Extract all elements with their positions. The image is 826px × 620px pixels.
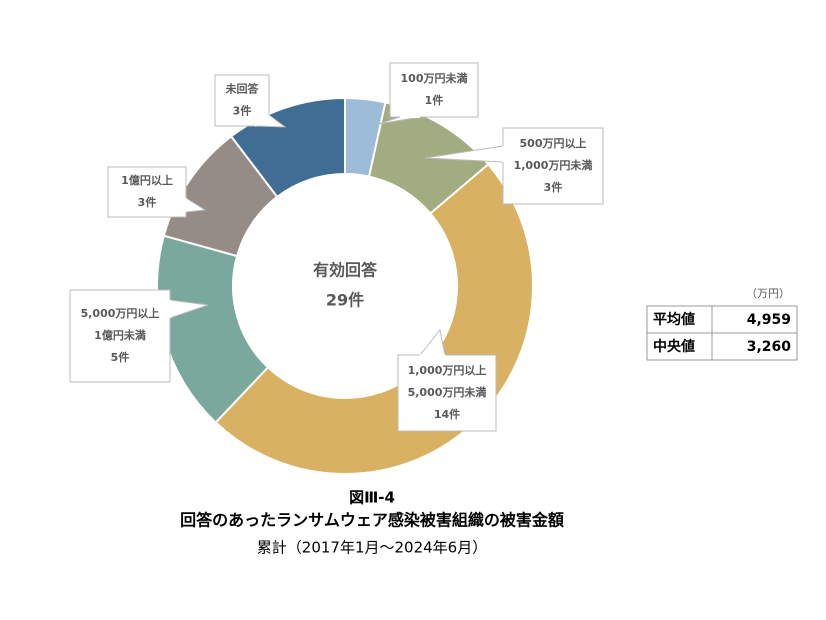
summary-table <box>646 305 798 361</box>
category-label: 1億円未満 <box>94 328 146 342</box>
callout: 1億円以上 3件 <box>107 166 207 218</box>
callout-box <box>214 74 270 127</box>
figure-number: 図Ⅲ-4 <box>349 489 395 507</box>
callout-box <box>397 354 497 432</box>
category-label: 5,000万円以上 <box>81 306 160 320</box>
callout-pointer-cover <box>254 114 270 127</box>
callout-box <box>107 166 187 218</box>
category-label: 500万円以上 <box>520 136 587 150</box>
callout-box <box>502 127 604 205</box>
data-label: 14件 <box>434 407 460 421</box>
callout-box <box>69 289 171 383</box>
chart-title: 回答のあったランサムウェア感染被害組織の被害金額 <box>180 511 564 530</box>
callout: 100万円未満 1件 <box>377 62 479 125</box>
chart-subtitle: 累計（2017年1月～2024年6月） <box>257 539 487 557</box>
callout: 500万円以上 1,000万円未満 3件 <box>424 127 604 205</box>
category-label: 1,000万円以上 <box>408 363 487 377</box>
callout: 1,000万円以上 5,000万円未満 14件 <box>397 328 497 432</box>
category-label: 1,000万円未満 <box>514 158 593 172</box>
table-row-value: 4,959 <box>747 312 791 328</box>
callout-pointer <box>418 328 446 356</box>
table-row-value: 3,260 <box>747 339 792 355</box>
data-label: 3件 <box>544 180 563 194</box>
data-label: 3件 <box>138 195 157 209</box>
data-label: 5件 <box>111 350 130 364</box>
table-row-label: 中央値 <box>653 338 695 355</box>
category-label: 100万円未満 <box>401 71 468 85</box>
center-total: 29件 <box>326 291 364 310</box>
data-label: 3件 <box>233 104 252 118</box>
table-row-label: 平均値 <box>653 311 695 328</box>
category-label: 未回答 <box>225 82 260 96</box>
category-label: 5,000万円未満 <box>408 385 487 399</box>
callout: 未回答 3件 <box>214 74 287 128</box>
table-unit: （万円） <box>746 287 790 300</box>
callout-box <box>389 62 479 118</box>
data-label: 1件 <box>425 93 444 107</box>
category-label: 1億円以上 <box>121 173 173 187</box>
center-label: 有効回答 <box>313 261 378 280</box>
callout: 5,000万円以上 1億円未満 5件 <box>69 289 209 383</box>
